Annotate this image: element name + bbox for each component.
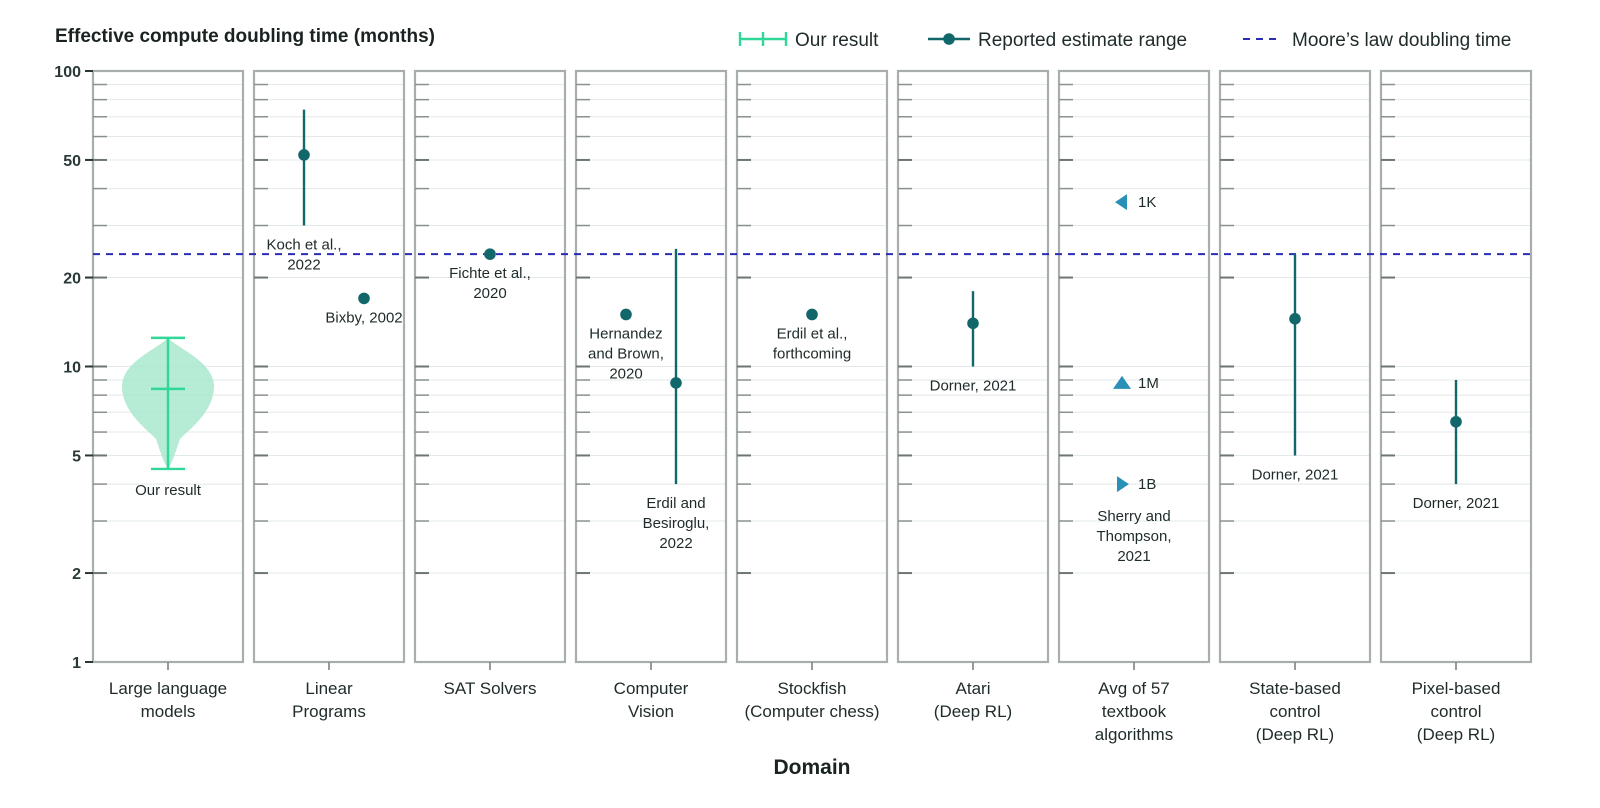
- axes-layer: 1 2 5 10 20 50 100: [54, 64, 1457, 672]
- point-label: Dorner, 2021: [930, 378, 1017, 395]
- domain-label: (Computer chess): [744, 702, 879, 721]
- point-label: Bixby, 2002: [325, 309, 402, 326]
- domain-label: Linear: [305, 679, 353, 698]
- y-tick-label: 50: [63, 153, 81, 170]
- domain-label: Atari: [956, 679, 991, 698]
- point-label: 2020: [609, 365, 642, 382]
- domain-label: Avg of 57: [1098, 679, 1170, 698]
- domain-label: Vision: [628, 702, 674, 721]
- domain-label: control: [1430, 702, 1481, 721]
- y-tick-label: 10: [63, 360, 81, 377]
- point-label: Hernandez: [589, 325, 662, 342]
- point-label: Erdil et al.,: [777, 325, 848, 342]
- point-label: Koch et al.,: [266, 237, 341, 254]
- point-label: Sherry and: [1097, 508, 1170, 525]
- domain-label: control: [1269, 702, 1320, 721]
- domain-label: models: [141, 702, 196, 721]
- y-tick-label: 1: [72, 655, 81, 672]
- domain-label: Programs: [292, 702, 366, 721]
- point-label: Fichte et al.,: [449, 265, 531, 282]
- point-label: 2022: [659, 535, 692, 552]
- point-label: 2022: [287, 257, 320, 274]
- data-point: [298, 149, 310, 161]
- marker-label: 1M: [1138, 375, 1159, 392]
- y-tick-label: 2: [72, 566, 81, 583]
- legend-our-label: Our result: [795, 30, 879, 51]
- y-tick-label: 20: [63, 271, 81, 288]
- legend-layer: Our result Reported estimate range Moore’s…: [738, 30, 1511, 51]
- legend-reported-label: Reported estimate range: [978, 30, 1187, 51]
- data-layer: [121, 109, 1462, 493]
- point-label: Our result: [135, 482, 202, 499]
- y-tick-label: 100: [54, 64, 81, 81]
- triangle-marker: [1115, 194, 1127, 211]
- point-label: and Brown,: [588, 345, 664, 362]
- domain-label: State-based: [1249, 679, 1341, 698]
- domain-label: Stockfish: [778, 679, 847, 698]
- legend-reported-dot: [943, 33, 955, 45]
- domain-label: Large language: [109, 679, 227, 698]
- point-label: 2021: [1117, 548, 1150, 565]
- data-point: [670, 377, 682, 389]
- data-point: [1450, 415, 1462, 428]
- domain-label: textbook: [1102, 702, 1167, 721]
- marker-label: 1B: [1138, 476, 1156, 493]
- data-point: [967, 317, 979, 330]
- data-point: [484, 248, 496, 260]
- point-label: 2020: [473, 285, 506, 302]
- marker-label: 1K: [1138, 194, 1156, 211]
- labels-layer: Large language models Our result Linear Prog…: [55, 26, 1500, 779]
- domain-label: SAT Solvers: [444, 679, 537, 698]
- point-label: Thompson,: [1096, 528, 1171, 545]
- triangle-marker: [1113, 375, 1131, 389]
- legend-moore-label: Moore’s law doubling time: [1292, 30, 1511, 51]
- grid-layer: [93, 84, 1531, 574]
- triangle-marker: [1117, 476, 1129, 493]
- data-point: [620, 308, 632, 321]
- point-label: Erdil and: [646, 495, 705, 512]
- data-point: [1289, 313, 1301, 325]
- domain-label: Pixel-based: [1412, 679, 1501, 698]
- domain-label: (Deep RL): [934, 702, 1012, 721]
- domain-label: Computer: [614, 679, 689, 698]
- point-label: forthcoming: [773, 345, 851, 362]
- chart-title: Effective compute doubling time (months): [55, 26, 435, 47]
- point-label: Besiroglu,: [643, 515, 710, 532]
- data-point: [806, 308, 818, 321]
- point-label: Dorner, 2021: [1252, 466, 1339, 483]
- domain-label: (Deep RL): [1417, 725, 1495, 744]
- y-tick-label: 5: [72, 448, 81, 465]
- point-label: Dorner, 2021: [1413, 495, 1500, 512]
- data-point: [358, 292, 370, 305]
- domain-label: (Deep RL): [1256, 725, 1334, 744]
- x-axis-label: Domain: [773, 756, 850, 779]
- domain-label: algorithms: [1095, 725, 1173, 744]
